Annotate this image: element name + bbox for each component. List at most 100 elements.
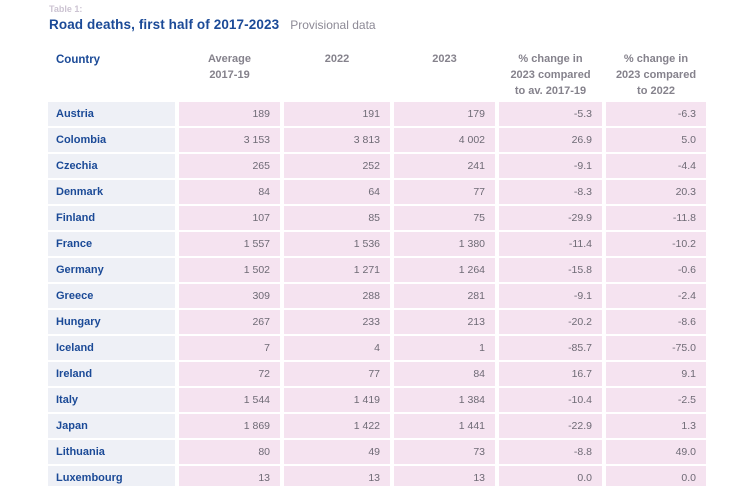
value-cell: 49.0	[606, 439, 706, 464]
value-cell: 0.0	[606, 465, 706, 486]
value-cell: 73	[394, 439, 495, 464]
country-label: France	[48, 231, 175, 256]
road-deaths-table: Country Average 2017-19 2022 2023 % chan…	[44, 48, 710, 486]
value-cell: 26.9	[499, 127, 602, 152]
value-cell: 1.3	[606, 413, 706, 438]
table-row: Denmark 84 64 77 -8.3 20.3	[48, 179, 706, 204]
country-label: Ireland	[48, 361, 175, 386]
value-cell: 1 380	[394, 231, 495, 256]
value-cell: 288	[284, 283, 390, 308]
value-cell: 281	[394, 283, 495, 308]
value-cell: 267	[179, 309, 280, 334]
value-cell: -4.4	[606, 153, 706, 178]
value-cell: 233	[284, 309, 390, 334]
country-label: Colombia	[48, 127, 175, 152]
value-cell: 309	[179, 283, 280, 308]
value-cell: 80	[179, 439, 280, 464]
country-label: Austria	[48, 101, 175, 126]
provisional-data-label: Provisional data	[290, 18, 376, 32]
table-number-label: Table 1:	[49, 4, 83, 14]
country-label: Luxembourg	[48, 465, 175, 486]
table-row: Austria 189 191 179 -5.3 -6.3	[48, 101, 706, 126]
value-cell: -85.7	[499, 335, 602, 360]
value-cell: 5.0	[606, 127, 706, 152]
value-cell: -20.2	[499, 309, 602, 334]
value-cell: 1 271	[284, 257, 390, 282]
value-cell: 13	[284, 465, 390, 486]
value-cell: 1 441	[394, 413, 495, 438]
value-cell: 213	[394, 309, 495, 334]
value-cell: 252	[284, 153, 390, 178]
value-cell: 0.0	[499, 465, 602, 486]
country-label: Iceland	[48, 335, 175, 360]
country-label: Greece	[48, 283, 175, 308]
value-cell: -10.4	[499, 387, 602, 412]
value-cell: -22.9	[499, 413, 602, 438]
country-label: Denmark	[48, 179, 175, 204]
table-row: Italy 1 544 1 419 1 384 -10.4 -2.5	[48, 387, 706, 412]
value-cell: -0.6	[606, 257, 706, 282]
value-cell: -2.5	[606, 387, 706, 412]
column-header-2023: 2023	[394, 50, 495, 100]
country-label: Lithuania	[48, 439, 175, 464]
value-cell: 13	[179, 465, 280, 486]
column-header-change-vs-2022: % change in 2023 compared to 2022	[606, 50, 706, 100]
table-row: Iceland 7 4 1 -85.7 -75.0	[48, 335, 706, 360]
country-label: Hungary	[48, 309, 175, 334]
value-cell: 75	[394, 205, 495, 230]
table-row: Germany 1 502 1 271 1 264 -15.8 -0.6	[48, 257, 706, 282]
value-cell: -6.3	[606, 101, 706, 126]
value-cell: 241	[394, 153, 495, 178]
value-cell: -8.3	[499, 179, 602, 204]
table-row: Hungary 267 233 213 -20.2 -8.6	[48, 309, 706, 334]
value-cell: 77	[284, 361, 390, 386]
value-cell: 265	[179, 153, 280, 178]
value-cell: 1 536	[284, 231, 390, 256]
value-cell: -75.0	[606, 335, 706, 360]
value-cell: 1 869	[179, 413, 280, 438]
table-body: Austria 189 191 179 -5.3 -6.3 Colombia 3 153 3 8…	[48, 101, 706, 486]
value-cell: -8.6	[606, 309, 706, 334]
value-cell: 72	[179, 361, 280, 386]
value-cell: -9.1	[499, 283, 602, 308]
column-header-average-2017-19: Average 2017-19	[179, 50, 280, 100]
value-cell: 1 422	[284, 413, 390, 438]
value-cell: 49	[284, 439, 390, 464]
table-row: Ireland 72 77 84 16.7 9.1	[48, 361, 706, 386]
value-cell: 1 264	[394, 257, 495, 282]
country-label: Finland	[48, 205, 175, 230]
value-cell: 189	[179, 101, 280, 126]
table-row: Greece 309 288 281 -9.1 -2.4	[48, 283, 706, 308]
table-row: Luxembourg 13 13 13 0.0 0.0	[48, 465, 706, 486]
value-cell: -2.4	[606, 283, 706, 308]
value-cell: 179	[394, 101, 495, 126]
value-cell: 1 557	[179, 231, 280, 256]
value-cell: 191	[284, 101, 390, 126]
value-cell: 3 153	[179, 127, 280, 152]
value-cell: 1 502	[179, 257, 280, 282]
table-header: Country Average 2017-19 2022 2023 % chan…	[48, 50, 706, 100]
value-cell: 4 002	[394, 127, 495, 152]
country-label: Czechia	[48, 153, 175, 178]
value-cell: -29.9	[499, 205, 602, 230]
value-cell: 77	[394, 179, 495, 204]
table-row: Lithuania 80 49 73 -8.8 49.0	[48, 439, 706, 464]
value-cell: 1	[394, 335, 495, 360]
value-cell: 7	[179, 335, 280, 360]
value-cell: 107	[179, 205, 280, 230]
value-cell: -11.4	[499, 231, 602, 256]
value-cell: 1 384	[394, 387, 495, 412]
value-cell: 13	[394, 465, 495, 486]
column-header-change-vs-2017-19: % change in 2023 compared to av. 2017-19	[499, 50, 602, 100]
title-row: Road deaths, first half of 2017-2023 Pro…	[49, 17, 741, 32]
country-label: Japan	[48, 413, 175, 438]
value-cell: 3 813	[284, 127, 390, 152]
value-cell: 85	[284, 205, 390, 230]
value-cell: -15.8	[499, 257, 602, 282]
value-cell: -11.8	[606, 205, 706, 230]
value-cell: -8.8	[499, 439, 602, 464]
value-cell: -10.2	[606, 231, 706, 256]
column-header-2022: 2022	[284, 50, 390, 100]
table-row: Czechia 265 252 241 -9.1 -4.4	[48, 153, 706, 178]
